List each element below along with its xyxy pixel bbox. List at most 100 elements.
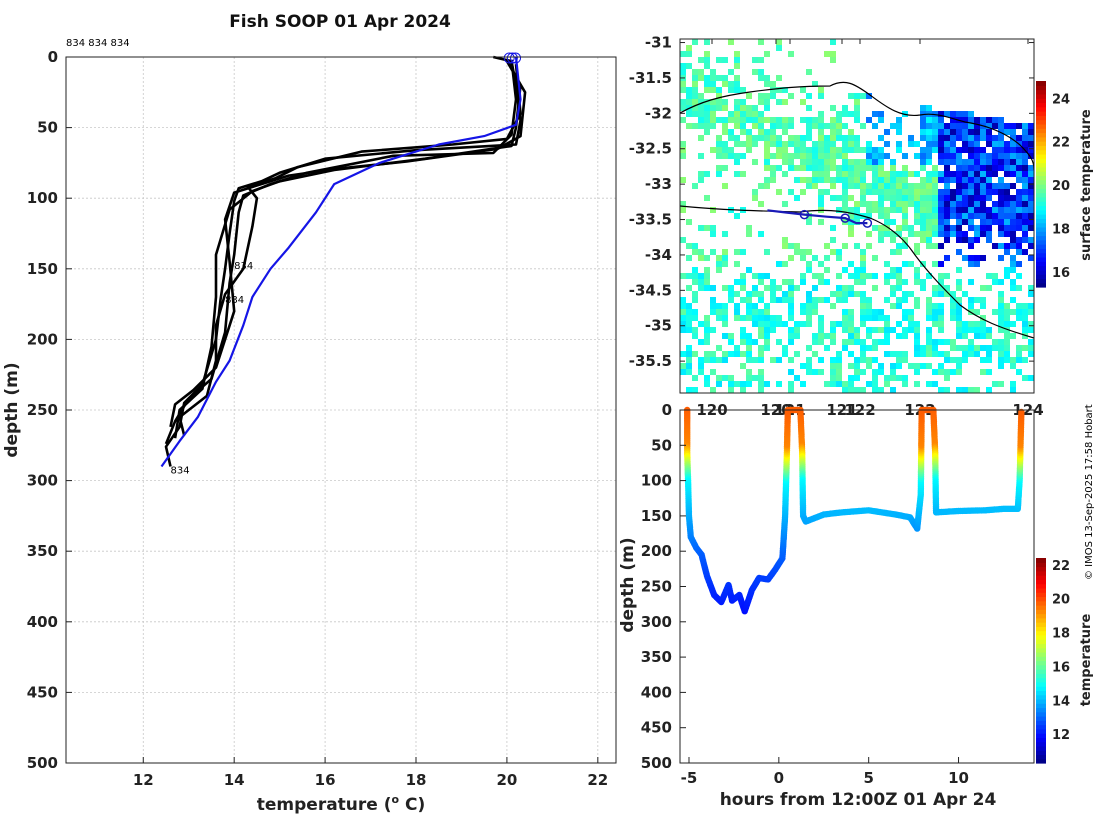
sst-pixel (722, 303, 728, 309)
sst-pixel (716, 141, 722, 147)
sst-pixel (968, 303, 974, 309)
sst-pixel (722, 375, 728, 381)
sst-pixel (686, 285, 692, 291)
sst-pixel (878, 237, 884, 243)
sst-pixel (938, 141, 944, 147)
sst-pixel (1010, 141, 1016, 147)
sst-pixel (698, 75, 704, 81)
sst-pixel (992, 273, 998, 279)
sst-pixel (932, 315, 938, 321)
sst-pixel (704, 279, 710, 285)
sst-pixel (764, 135, 770, 141)
sst-pixel (902, 333, 908, 339)
sst-pixel (848, 171, 854, 177)
sst-pixel (818, 273, 824, 279)
sst-pixel (842, 195, 848, 201)
sst-pixel (1022, 123, 1028, 129)
sst-pixel (938, 309, 944, 315)
sst-pixel (770, 279, 776, 285)
sst-pixel (968, 153, 974, 159)
sst-pixel (806, 315, 812, 321)
sst-pixel (788, 93, 794, 99)
sst-pixel (686, 345, 692, 351)
dive-colorbar-tick-label: 16 (1052, 660, 1070, 675)
sst-pixel (830, 141, 836, 147)
sst-pixel (992, 339, 998, 345)
sst-pixel (788, 333, 794, 339)
sst-pixel (1028, 321, 1034, 327)
dive-colorbar-segment (1036, 634, 1046, 640)
sst-pixel (752, 135, 758, 141)
sst-pixel (1016, 345, 1022, 351)
sst-pixel (854, 357, 860, 363)
sst-pixel (962, 189, 968, 195)
sst-pixel (710, 249, 716, 255)
sst-pixel (1022, 165, 1028, 171)
sst-pixel (848, 285, 854, 291)
sst-pixel (734, 99, 740, 105)
sst-pixel (974, 201, 980, 207)
sst-pixel (692, 123, 698, 129)
sst-pixel (986, 123, 992, 129)
sst-pixel (902, 207, 908, 213)
sst-pixel (836, 375, 842, 381)
sst-pixel (818, 357, 824, 363)
sst-pixel (986, 285, 992, 291)
sst-pixel (1004, 147, 1010, 153)
sst-pixel (1034, 339, 1040, 345)
sst-pixel (824, 51, 830, 57)
sst-pixel (770, 321, 776, 327)
sst-pixel (944, 207, 950, 213)
sst-pixel (848, 291, 854, 297)
sst-pixel (878, 183, 884, 189)
sst-pixel (722, 231, 728, 237)
sst-pixel (938, 321, 944, 327)
sst-pixel (890, 375, 896, 381)
sst-pixel (926, 153, 932, 159)
sst-pixel (986, 237, 992, 243)
sst-pixel (902, 189, 908, 195)
sst-pixel (938, 129, 944, 135)
profile-x-tick-label: 12 (133, 771, 154, 789)
sst-pixel (782, 87, 788, 93)
sst-pixel (926, 123, 932, 129)
sst-pixel (944, 219, 950, 225)
sst-pixel (902, 351, 908, 357)
sst-pixel (860, 201, 866, 207)
sst-pixel (872, 345, 878, 351)
sst-pixel (806, 135, 812, 141)
sst-pixel (788, 279, 794, 285)
sst-pixel (902, 381, 908, 387)
sst-pixel (704, 129, 710, 135)
sst-pixel (830, 129, 836, 135)
sst-pixel (896, 129, 902, 135)
sst-pixel (752, 315, 758, 321)
sst-pixel (716, 267, 722, 273)
sst-pixel (986, 219, 992, 225)
sst-pixel (926, 201, 932, 207)
sst-pixel (716, 357, 722, 363)
sst-pixel (806, 165, 812, 171)
dive-colorbar-segment (1036, 579, 1046, 585)
sst-pixel (950, 201, 956, 207)
sst-pixel (818, 87, 824, 93)
sst-pixel (872, 183, 878, 189)
sst-pixel (962, 387, 968, 393)
sst-pixel (1022, 135, 1028, 141)
sst-pixel (962, 141, 968, 147)
sst-pixel (908, 321, 914, 327)
sst-pixel (758, 381, 764, 387)
sst-pixel (998, 363, 1004, 369)
profile-x-tick-label: 20 (496, 771, 517, 789)
sst-pixel (938, 231, 944, 237)
sst-pixel (968, 321, 974, 327)
sst-pixel (824, 153, 830, 159)
sst-pixel (824, 147, 830, 153)
profile-line (169, 60, 527, 428)
sst-pixel (860, 255, 866, 261)
sst-pixel (848, 183, 854, 189)
sst-pixel (788, 327, 794, 333)
sst-pixel (908, 291, 914, 297)
sst-pixel (908, 201, 914, 207)
sst-pixel (830, 327, 836, 333)
